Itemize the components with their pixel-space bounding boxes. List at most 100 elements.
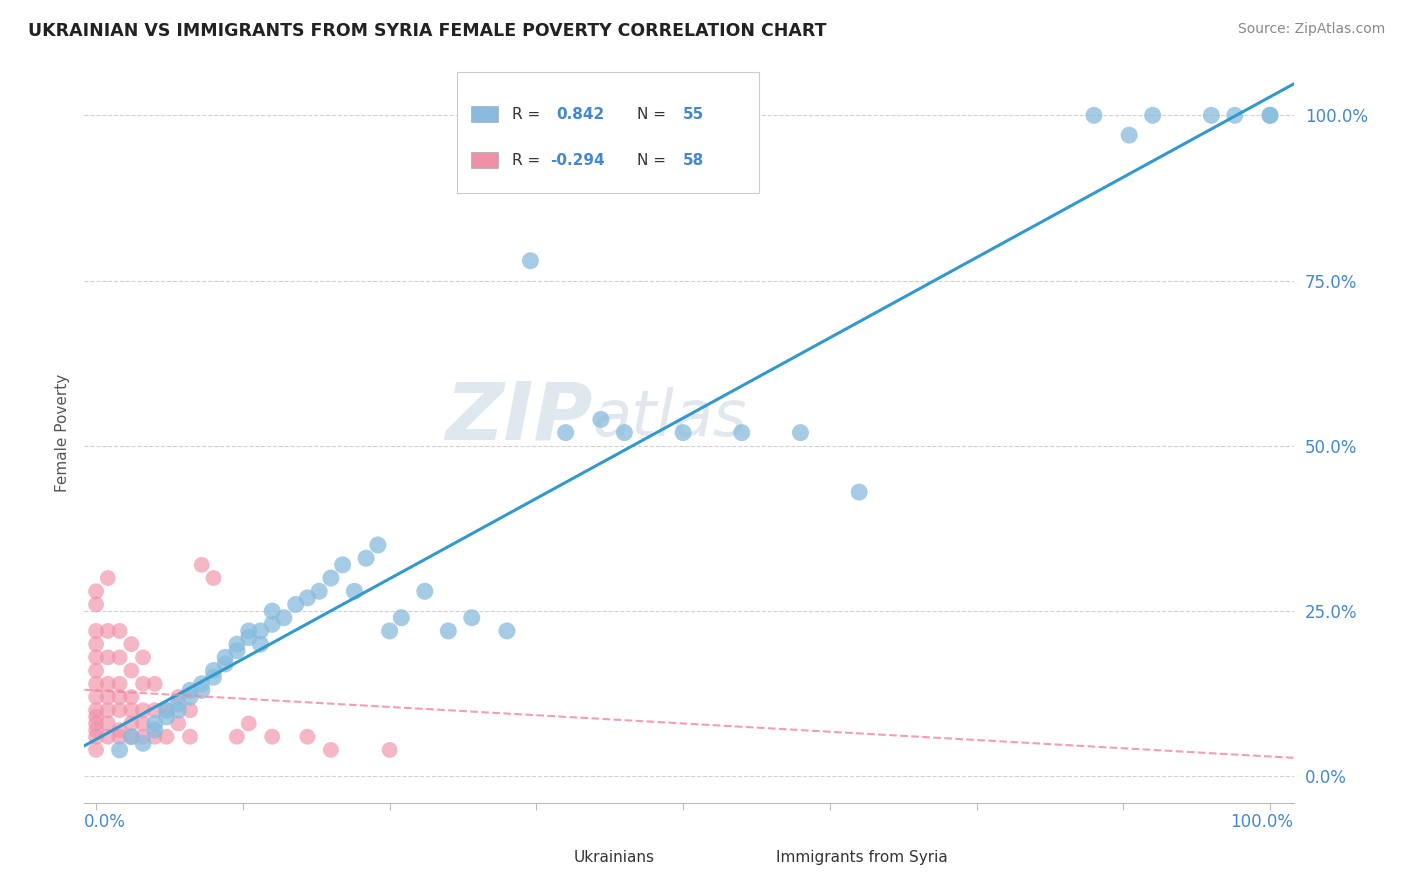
Point — [132, 703, 155, 717]
Point — [97, 624, 120, 638]
FancyBboxPatch shape — [531, 847, 565, 868]
Text: N =: N = — [637, 153, 671, 168]
Point — [389, 611, 412, 625]
Text: Ukrainians: Ukrainians — [574, 850, 655, 865]
Point — [519, 253, 541, 268]
Point — [84, 730, 107, 744]
Point — [214, 650, 236, 665]
Point — [108, 730, 131, 744]
Point — [226, 644, 249, 658]
Y-axis label: Female Poverty: Female Poverty — [55, 374, 70, 491]
Point — [226, 637, 249, 651]
Text: N =: N = — [637, 107, 671, 122]
Point — [167, 697, 190, 711]
Point — [238, 716, 260, 731]
Point — [84, 710, 107, 724]
FancyBboxPatch shape — [457, 72, 759, 194]
Point — [108, 703, 131, 717]
Point — [413, 584, 436, 599]
Point — [84, 690, 107, 704]
Point — [167, 716, 190, 731]
Text: UKRAINIAN VS IMMIGRANTS FROM SYRIA FEMALE POVERTY CORRELATION CHART: UKRAINIAN VS IMMIGRANTS FROM SYRIA FEMAL… — [28, 22, 827, 40]
Point — [496, 624, 519, 638]
Point — [214, 657, 236, 671]
Point — [108, 650, 131, 665]
Text: 0.0%: 0.0% — [84, 813, 127, 830]
Point — [238, 631, 260, 645]
Point — [84, 664, 107, 678]
Text: R =: R = — [512, 153, 546, 168]
Text: 100.0%: 100.0% — [1230, 813, 1294, 830]
Point — [132, 736, 155, 750]
Point — [84, 650, 107, 665]
Point — [226, 730, 249, 744]
Point — [108, 743, 131, 757]
Point — [97, 716, 120, 731]
Point — [202, 664, 225, 678]
Point — [848, 485, 870, 500]
Point — [190, 677, 212, 691]
Point — [1258, 108, 1281, 122]
Text: Immigrants from Syria: Immigrants from Syria — [776, 850, 948, 865]
Point — [132, 650, 155, 665]
Point — [84, 723, 107, 737]
Point — [120, 703, 142, 717]
Point — [1258, 108, 1281, 122]
Point — [120, 637, 142, 651]
Point — [589, 412, 612, 426]
Point — [343, 584, 366, 599]
Point — [354, 551, 377, 566]
Point — [1142, 108, 1164, 122]
FancyBboxPatch shape — [731, 847, 765, 868]
Text: Source: ZipAtlas.com: Source: ZipAtlas.com — [1237, 22, 1385, 37]
Point — [97, 677, 120, 691]
Point — [143, 716, 166, 731]
Point — [179, 683, 201, 698]
Point — [143, 677, 166, 691]
Point — [84, 703, 107, 717]
Text: R =: R = — [512, 107, 546, 122]
Point — [789, 425, 811, 440]
Point — [378, 624, 401, 638]
Text: 0.842: 0.842 — [555, 107, 605, 122]
Point — [167, 703, 190, 717]
Point — [155, 703, 177, 717]
Text: atlas: atlas — [592, 387, 747, 449]
Point — [297, 730, 319, 744]
Point — [731, 425, 754, 440]
Point — [120, 730, 142, 744]
Point — [108, 677, 131, 691]
Point — [202, 670, 225, 684]
Text: -0.294: -0.294 — [550, 153, 605, 168]
Point — [155, 710, 177, 724]
Point — [319, 571, 342, 585]
Point — [132, 716, 155, 731]
Point — [84, 598, 107, 612]
Point — [97, 650, 120, 665]
Point — [97, 730, 120, 744]
Point — [132, 677, 155, 691]
Point — [84, 584, 107, 599]
Point — [249, 637, 271, 651]
Point — [1083, 108, 1105, 122]
Point — [143, 723, 166, 737]
Point — [249, 624, 271, 638]
Point — [190, 683, 212, 698]
Point — [308, 584, 330, 599]
Point — [202, 571, 225, 585]
Point — [1201, 108, 1223, 122]
Point — [155, 730, 177, 744]
Point — [120, 664, 142, 678]
Point — [238, 624, 260, 638]
Point — [262, 604, 284, 618]
Point — [613, 425, 636, 440]
Point — [672, 425, 695, 440]
Point — [108, 690, 131, 704]
Point — [84, 637, 107, 651]
Point — [262, 730, 284, 744]
Point — [319, 743, 342, 757]
Point — [332, 558, 354, 572]
Point — [120, 716, 142, 731]
FancyBboxPatch shape — [471, 106, 498, 122]
Text: 58: 58 — [683, 153, 704, 168]
